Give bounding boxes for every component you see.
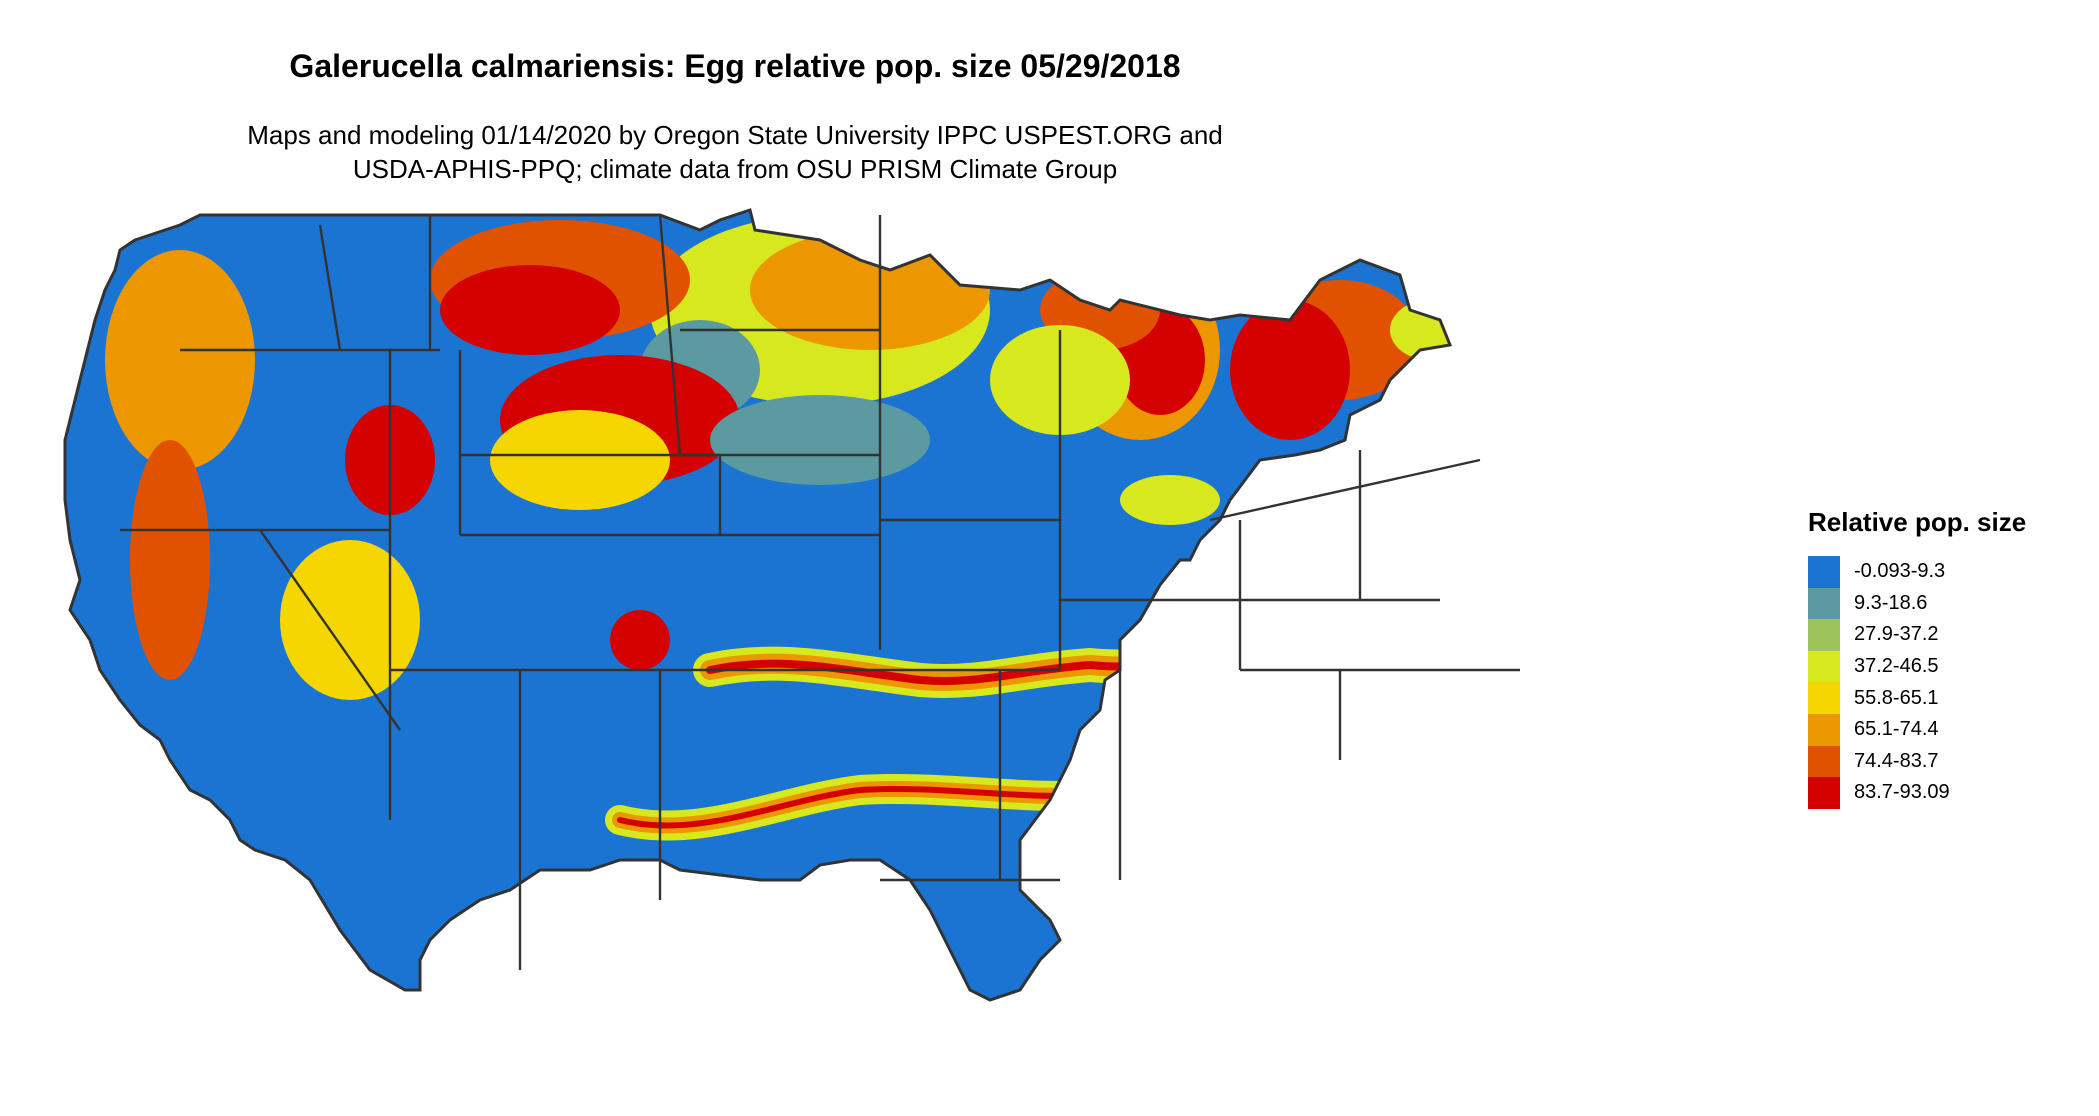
legend-label: 9.3-18.6: [1854, 591, 1928, 614]
us-map: [63, 208, 1545, 1002]
map-subtitle: Maps and modeling 01/14/2020 by Oregon S…: [0, 118, 1470, 186]
legend-swatch: [1808, 587, 1840, 620]
state-boundary: [1209, 458, 1481, 522]
suitability-patch: [280, 540, 420, 700]
legend-label: 37.2-46.5: [1854, 655, 1939, 678]
legend-item: 65.1-74.4: [1808, 713, 2078, 746]
legend-item: 83.7-93.09: [1808, 777, 2078, 809]
suitability-patch: [1230, 300, 1350, 440]
suitability-patch: [750, 230, 990, 350]
subtitle-line-2: USDA-APHIS-PPQ; climate data from OSU PR…: [352, 154, 1118, 184]
legend-item: 9.3-18.6: [1808, 587, 2078, 620]
suitability-patch: [1390, 300, 1450, 360]
state-boundaries: [120, 214, 1520, 970]
legend-title: Relative pop. size: [1808, 507, 2027, 537]
legend-item: 37.2-46.5: [1808, 650, 2078, 683]
map-title: Galerucella calmariensis: Egg relative p…: [289, 48, 1181, 84]
state-boundary: [658, 214, 682, 456]
suitability-patch: [610, 610, 670, 670]
suitability-patch: [1130, 645, 1290, 715]
legend-item: 55.8-65.1: [1808, 682, 2078, 714]
legend-swatch: [1808, 619, 1840, 651]
suitability-band: [1339, 849, 1391, 931]
legend-label: -0.093-9.3: [1854, 560, 1946, 583]
legend-label: 55.8-65.1: [1854, 686, 1939, 709]
suitability-patch: [130, 440, 210, 680]
legend-label: 27.9-37.2: [1854, 623, 1939, 646]
suitability-patch: [710, 395, 930, 485]
legend-swatch: [1808, 682, 1840, 714]
legend-swatch: [1808, 777, 1840, 809]
legend-items: -0.093-9.3 9.3-18.6 27.9-37.2 37.2-46.5 …: [1808, 556, 2078, 809]
legend-swatch: [1808, 745, 1840, 778]
suitability-patch: [105, 250, 255, 470]
suitability-patch: [1455, 600, 1545, 680]
map-area: [60, 200, 1770, 1100]
legend-item: 74.4-83.7: [1808, 745, 2078, 778]
legend-item: 27.9-37.2: [1808, 619, 2078, 651]
legend-label: 74.4-83.7: [1854, 749, 1939, 772]
suitability-patch: [440, 265, 620, 355]
suitability-patch: [1120, 475, 1220, 525]
legend-label: 65.1-74.4: [1854, 718, 1939, 741]
legend-item: -0.093-9.3: [1808, 556, 2078, 588]
state-boundary: [259, 529, 401, 731]
suitability-band: [791, 931, 869, 1000]
subtitle-line-1: Maps and modeling 01/14/2020 by Oregon S…: [247, 120, 1223, 150]
map-background-group: [65, 210, 1545, 1000]
legend-label: 83.7-93.09: [1854, 781, 1950, 804]
state-boundary: [318, 224, 342, 351]
suitability-patch: [490, 410, 670, 510]
legend-swatch: [1808, 556, 1840, 588]
legend-swatch: [1808, 650, 1840, 683]
legend: Relative pop. size -0.093-9.3 9.3-18.6 2…: [1808, 507, 2078, 809]
legend-swatch: [1808, 713, 1840, 746]
